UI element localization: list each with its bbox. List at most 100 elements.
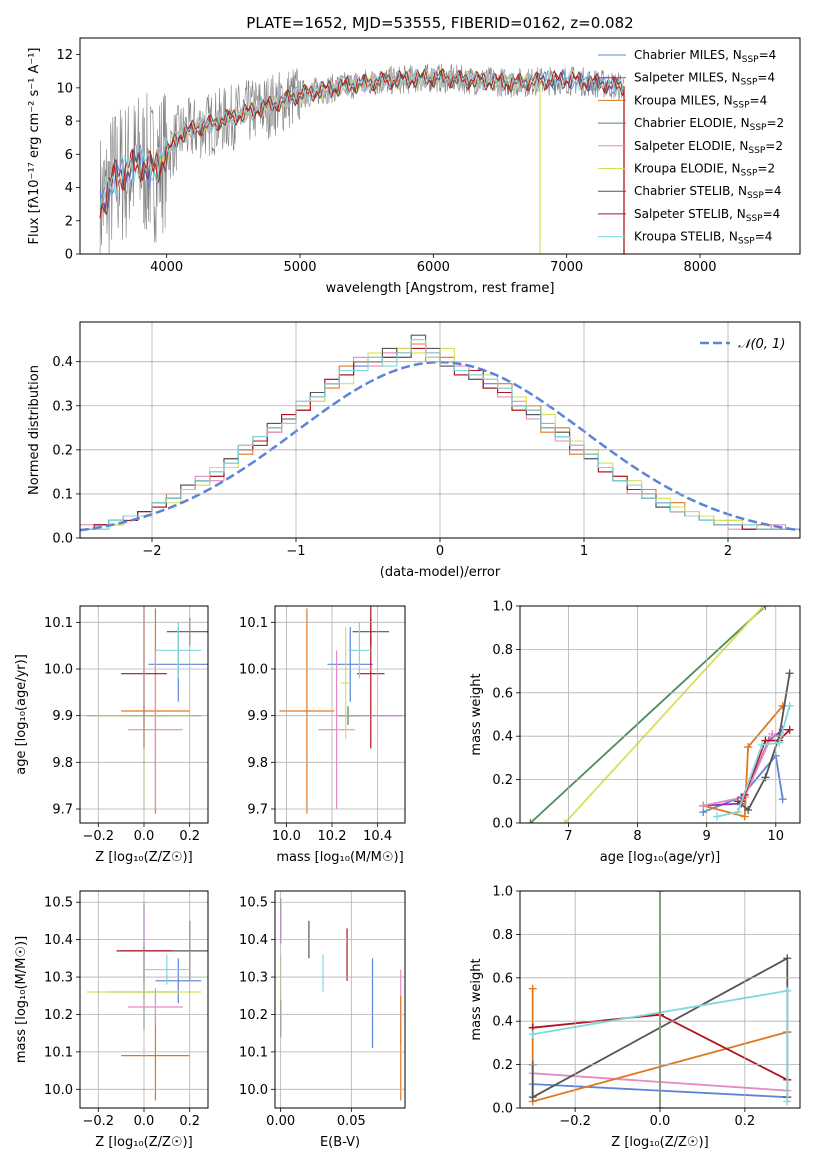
y-axis-label: mass weight <box>469 673 484 755</box>
y-tick-label: 0.2 <box>52 443 73 458</box>
model-spectrum-line <box>99 68 625 216</box>
error-bar <box>318 650 355 809</box>
y-tick-label: 0.6 <box>492 971 513 986</box>
legend-label: 𝒩(0, 1) <box>738 337 785 352</box>
axes-frame <box>519 605 801 824</box>
mass-weight-marker <box>783 1097 792 1106</box>
legend-label: Chabrier STELIB, NSSP=4 <box>634 184 782 201</box>
x-tick-label: 0.2 <box>179 1114 200 1129</box>
mass-weight-marker <box>757 740 766 749</box>
y-axis-label: Normed distribution <box>27 365 42 495</box>
y-tick-label: 2 <box>65 214 73 229</box>
x-tick-label: 6000 <box>417 260 450 275</box>
x-tick-label: 10.4 <box>363 829 392 844</box>
x-tick-label: 0.2 <box>179 829 200 844</box>
y-axis-label: mass weight <box>469 958 484 1040</box>
mass-weight-marker <box>785 701 794 710</box>
legend-label-sub: SSP <box>742 55 759 65</box>
x-tick-label: 0.0 <box>134 829 155 844</box>
legend-label: Salpeter STELIB, NSSP=4 <box>634 207 780 224</box>
legend-label-text: Salpeter STELIB, N <box>634 207 746 221</box>
y-tick-label: 10.0 <box>44 1083 73 1098</box>
plot-area-age_vs_mass <box>279 606 403 814</box>
panel-mass_vs_Z: −0.2 0.0 0.2 10.0 10.1 10.2 10.3 10.4 10.5 Z [log… <box>14 890 209 1150</box>
legend-label-text: Salpeter ELODIE, N <box>634 139 748 153</box>
mass-weight-marker <box>785 725 794 734</box>
y-tick-label: 1.0 <box>492 885 513 900</box>
mass-weight-marker <box>783 954 792 963</box>
legend-label-text: Chabrier ELODIE, N <box>634 116 750 130</box>
error-bar <box>128 650 183 809</box>
y-tick-label: 10.0 <box>239 663 268 678</box>
y-tick-label: 0.2 <box>492 773 513 788</box>
panel-mass_weight_vs_age: 7 8 9 10 0.0 0.2 0.4 0.6 0.8 1.0 age [log₁₀(age/yr… <box>469 600 801 865</box>
y-tick-label: 9.9 <box>247 709 268 724</box>
model-spectrum-line <box>99 69 625 219</box>
legend-label-text: Chabrier STELIB, N <box>634 184 747 198</box>
legend-label-text: Kroupa ELODIE, N <box>634 162 741 176</box>
y-tick-label: 0.8 <box>492 928 513 943</box>
mass-weight-marker <box>528 1093 537 1102</box>
y-axis-label: Flux [fλ10⁻¹⁷ erg cm⁻² s⁻¹ A⁻¹] <box>27 48 42 245</box>
x-axis-label: Z [log₁₀(Z/Z☉)] <box>95 1135 192 1150</box>
axes-frame <box>79 605 209 824</box>
mass-weight-marker <box>560 819 569 823</box>
y-tick-label: 8 <box>65 115 73 130</box>
y-tick-label: 9.7 <box>52 803 73 818</box>
y-axis-label: mass [log₁₀(M/M☉)] <box>14 936 29 1063</box>
y-tick-label: 10.5 <box>44 896 73 911</box>
y-tick-label: 0.0 <box>492 817 513 832</box>
x-tick-label: 9 <box>703 829 711 844</box>
error-bar <box>347 622 371 679</box>
x-axis-label: age [log₁₀(age/yr)] <box>600 850 721 865</box>
error-bar <box>144 954 190 985</box>
error-bar <box>357 606 385 749</box>
legend-label-text: Salpeter MILES, N <box>634 71 741 85</box>
observed-spectrum-line <box>99 63 624 254</box>
y-tick-label: 10.4 <box>44 933 73 948</box>
mass-weight-marker <box>528 984 537 993</box>
x-tick-label: 5000 <box>283 260 316 275</box>
legend-label-sub: SSP <box>746 214 763 224</box>
panel-age_vs_Z: −0.2 0.0 0.2 9.7 9.8 9.9 10.0 10.1 Z [log₁₀(Z/Z☉… <box>14 605 209 865</box>
legend-label-sub: SSP <box>741 169 758 179</box>
y-tick-label: 0 <box>65 248 73 263</box>
x-tick-label: 0.0 <box>134 1114 155 1129</box>
legend-label: Kroupa ELODIE, NSSP=2 <box>634 162 775 179</box>
y-tick-label: 10.1 <box>44 616 73 631</box>
x-axis-label: wavelength [Angstrom, rest frame] <box>326 281 555 296</box>
y-tick-label: 6 <box>65 148 73 163</box>
x-axis-label: mass [log₁₀(M/M☉)] <box>276 850 403 865</box>
y-tick-label: 10.5 <box>239 896 268 911</box>
plot-area-mass_weight_vs_age <box>526 606 794 823</box>
x-tick-label: −0.2 <box>559 1114 591 1129</box>
error-bar <box>155 958 202 1004</box>
x-axis-label: Z [log₁₀(Z/Z☉)] <box>611 1135 708 1150</box>
mass-weight-marker <box>526 819 535 823</box>
x-tick-label: −0.2 <box>82 829 114 844</box>
mass-weight-marker <box>761 606 770 610</box>
x-tick-label: 10.2 <box>318 829 347 844</box>
axes-frame <box>519 890 801 1109</box>
y-axis-label: age [log₁₀(age/yr)] <box>14 654 29 775</box>
axes-frame <box>274 605 406 824</box>
error-bar <box>128 988 183 1026</box>
mass-weight-line <box>529 606 767 823</box>
mass-weight-marker <box>778 795 787 804</box>
mass-weight-marker <box>768 730 777 739</box>
mass-weight-marker <box>778 701 787 710</box>
x-tick-label: 10 <box>768 829 785 844</box>
mass-weight-marker <box>740 812 749 821</box>
y-tick-label: 0.4 <box>492 730 513 745</box>
plot-area-spectrum <box>99 63 625 254</box>
y-tick-label: 9.8 <box>52 756 73 771</box>
x-tick-label: 0.00 <box>266 1114 295 1129</box>
y-tick-label: 9.9 <box>52 709 73 724</box>
x-axis-label: (data-model)/error <box>380 565 501 580</box>
mass-weight-marker <box>744 805 753 814</box>
error-bar <box>155 622 202 679</box>
y-tick-label: 10.4 <box>239 933 268 948</box>
x-tick-label: 1 <box>580 544 588 559</box>
